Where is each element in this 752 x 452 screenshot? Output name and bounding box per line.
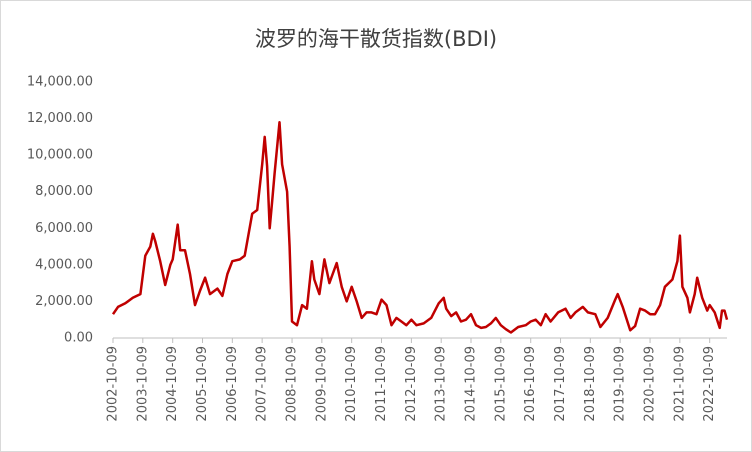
y-tick-label: 6,000.00 bbox=[35, 221, 93, 236]
x-tick-label: 2016-10-09 bbox=[523, 346, 538, 422]
x-tick-label: 2009-10-09 bbox=[314, 346, 329, 422]
y-tick-label: 14,000.00 bbox=[27, 75, 93, 90]
x-tick-label: 2003-10-09 bbox=[135, 346, 150, 422]
x-tick-label: 2008-10-09 bbox=[285, 346, 300, 422]
y-tick-label: 12,000.00 bbox=[27, 111, 93, 126]
chart-title: 波罗的海干散货指数(BDI) bbox=[255, 27, 497, 51]
x-tick-label: 2021-10-09 bbox=[672, 346, 687, 422]
x-tick-label: 2007-10-09 bbox=[255, 346, 270, 422]
y-tick-label: 10,000.00 bbox=[27, 148, 93, 163]
data-line bbox=[111, 120, 729, 334]
x-tick-label: 2002-10-09 bbox=[106, 346, 121, 422]
x-tick-label: 2013-10-09 bbox=[434, 346, 449, 422]
x-tick-label: 2020-10-09 bbox=[643, 346, 658, 422]
x-tick-label: 2014-10-09 bbox=[464, 346, 479, 422]
x-tick-label: 2022-10-09 bbox=[702, 346, 717, 422]
x-tick-label: 2011-10-09 bbox=[374, 346, 389, 422]
x-tick-label: 2019-10-09 bbox=[613, 346, 628, 422]
x-tick-label: 2018-10-09 bbox=[583, 346, 598, 422]
x-tick-label: 2012-10-09 bbox=[404, 346, 419, 422]
x-tick-label: 2005-10-09 bbox=[195, 346, 210, 422]
y-tick-label: 0.00 bbox=[64, 331, 93, 346]
x-tick-label: 2017-10-09 bbox=[553, 346, 568, 422]
y-tick-label: 4,000.00 bbox=[35, 257, 93, 272]
x-tick-label: 2010-10-09 bbox=[344, 346, 359, 422]
x-tick-label: 2004-10-09 bbox=[165, 346, 180, 422]
y-tick-label: 2,000.00 bbox=[35, 294, 93, 309]
y-tick-label: 8,000.00 bbox=[35, 184, 93, 199]
x-tick-label: 2006-10-09 bbox=[225, 346, 240, 422]
x-tick-label: 2015-10-09 bbox=[493, 346, 508, 422]
